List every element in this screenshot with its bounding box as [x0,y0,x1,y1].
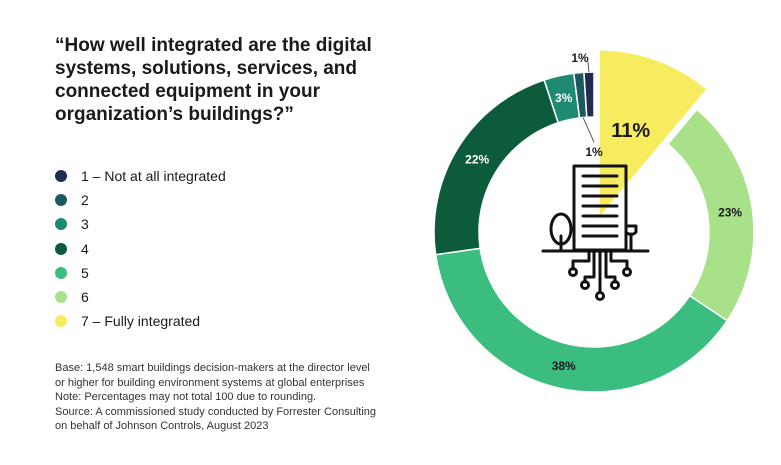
legend-label: 4 [81,240,89,257]
legend-swatch [55,315,67,328]
legend-label: 7 – Fully integrated [81,313,201,330]
legend-label: 6 [81,289,89,306]
legend-swatch [55,218,67,231]
legend-item: 1 – Not at all integrated [55,164,226,188]
donut-slice [434,247,729,393]
legend-swatch [55,266,67,279]
slice-label: 38% [552,359,576,373]
legend-item: 3 [55,212,226,236]
note-base-1: Base: 1,548 smart buildings decision-mak… [55,362,370,374]
slice-label: 23% [718,205,742,219]
data-labels: 1% 1% 3% 22% 38% 23% 11% [465,51,742,373]
legend-item: 6 [55,285,226,309]
slice-label: 22% [465,153,489,167]
legend-label: 2 [81,192,89,209]
legend-swatch [55,291,67,304]
legend-item: 4 [55,237,226,261]
building-with-tree-icon [541,164,650,301]
legend-item: 2 [55,188,226,212]
donut-slice [666,108,755,322]
chart-title: “How well integrated are the digital sys… [55,35,372,125]
legend-swatch [55,194,67,207]
footnotes: Base: 1,548 smart buildings decision-mak… [55,361,455,434]
callout-line [587,61,590,73]
slice-label: 1% [571,51,589,65]
note-rounding: Note: Percentages may not total 100 due … [55,391,317,403]
legend-item: 5 [55,261,226,285]
legend-item: 7 – Fully integrated [55,309,226,333]
note-base-2: or higher for building environment syste… [55,376,365,389]
legend-label: 3 [81,216,89,233]
note-source-2: on behalf of Johnson Controls, August 20… [55,420,269,432]
slice-label: 11% [611,120,650,142]
legend-swatch [55,242,67,255]
legend-label: 5 [81,264,89,281]
legend: 1 – Not at all integrated 2 3 4 5 6 7 – Fully … [55,164,226,333]
legend-label: 1 – Not at all integrated [81,168,226,185]
note-source-1: Source: A commissioned study conducted b… [55,405,376,418]
slice-label: 3% [555,91,573,105]
donut-slices [433,49,755,393]
slice-label: 1% [585,145,603,159]
donut-slice [433,79,560,256]
legend-swatch [55,170,67,183]
callout-line [582,117,595,143]
